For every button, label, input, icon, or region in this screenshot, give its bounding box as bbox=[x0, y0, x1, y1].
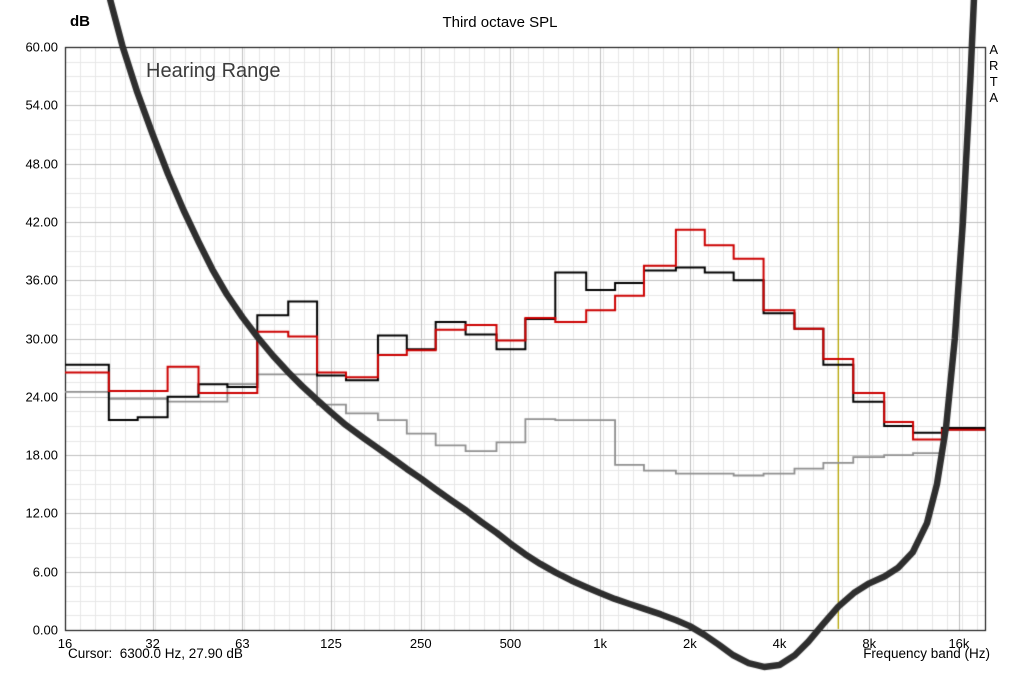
x-tick-label: 16 bbox=[57, 636, 73, 651]
y-tick-label: 24.00 bbox=[25, 389, 58, 405]
y-tick-label: 60.00 bbox=[25, 39, 58, 55]
y-tick-label: 48.00 bbox=[25, 156, 58, 172]
arta-watermark-letter: T bbox=[989, 74, 998, 89]
x-tick-label: 16k bbox=[948, 636, 970, 651]
x-tick-label: 2k bbox=[682, 636, 697, 651]
chart-title: Third octave SPL bbox=[442, 14, 558, 31]
y-tick-label: 6.00 bbox=[32, 564, 58, 580]
hearing-range-annotation: Hearing Range bbox=[146, 60, 281, 82]
x-tick-label: 8k bbox=[862, 636, 877, 651]
y-tick-label: 0.00 bbox=[32, 622, 58, 638]
y-axis-unit-label: dB bbox=[70, 13, 90, 30]
x-tick-label: 4k bbox=[772, 636, 787, 651]
arta-watermark: A R T A bbox=[989, 43, 998, 105]
x-tick-label: 32 bbox=[145, 636, 160, 651]
arta-watermark-letter: A bbox=[989, 90, 999, 105]
x-tick-label: 250 bbox=[409, 636, 432, 651]
y-tick-label: 42.00 bbox=[25, 214, 58, 230]
y-tick-label: 54.00 bbox=[25, 97, 58, 113]
y-tick-label: 12.00 bbox=[25, 505, 58, 521]
x-tick-label: 125 bbox=[320, 636, 342, 651]
y-tick-label: 30.00 bbox=[25, 331, 58, 346]
arta-watermark-letter: R bbox=[989, 58, 999, 73]
x-tick-label: 63 bbox=[235, 636, 250, 651]
arta-watermark-letter: A bbox=[989, 42, 999, 57]
x-axis-title: Frequency band (Hz) bbox=[863, 646, 990, 661]
y-tick-label: 36.00 bbox=[25, 272, 58, 288]
x-tick-label: 1k bbox=[593, 636, 607, 651]
x-tick-label: 500 bbox=[499, 636, 522, 651]
cursor-status-readout: Cursor: 6300.0 Hz, 27.90 dB bbox=[68, 646, 243, 661]
y-tick-label: 18.00 bbox=[25, 447, 58, 463]
